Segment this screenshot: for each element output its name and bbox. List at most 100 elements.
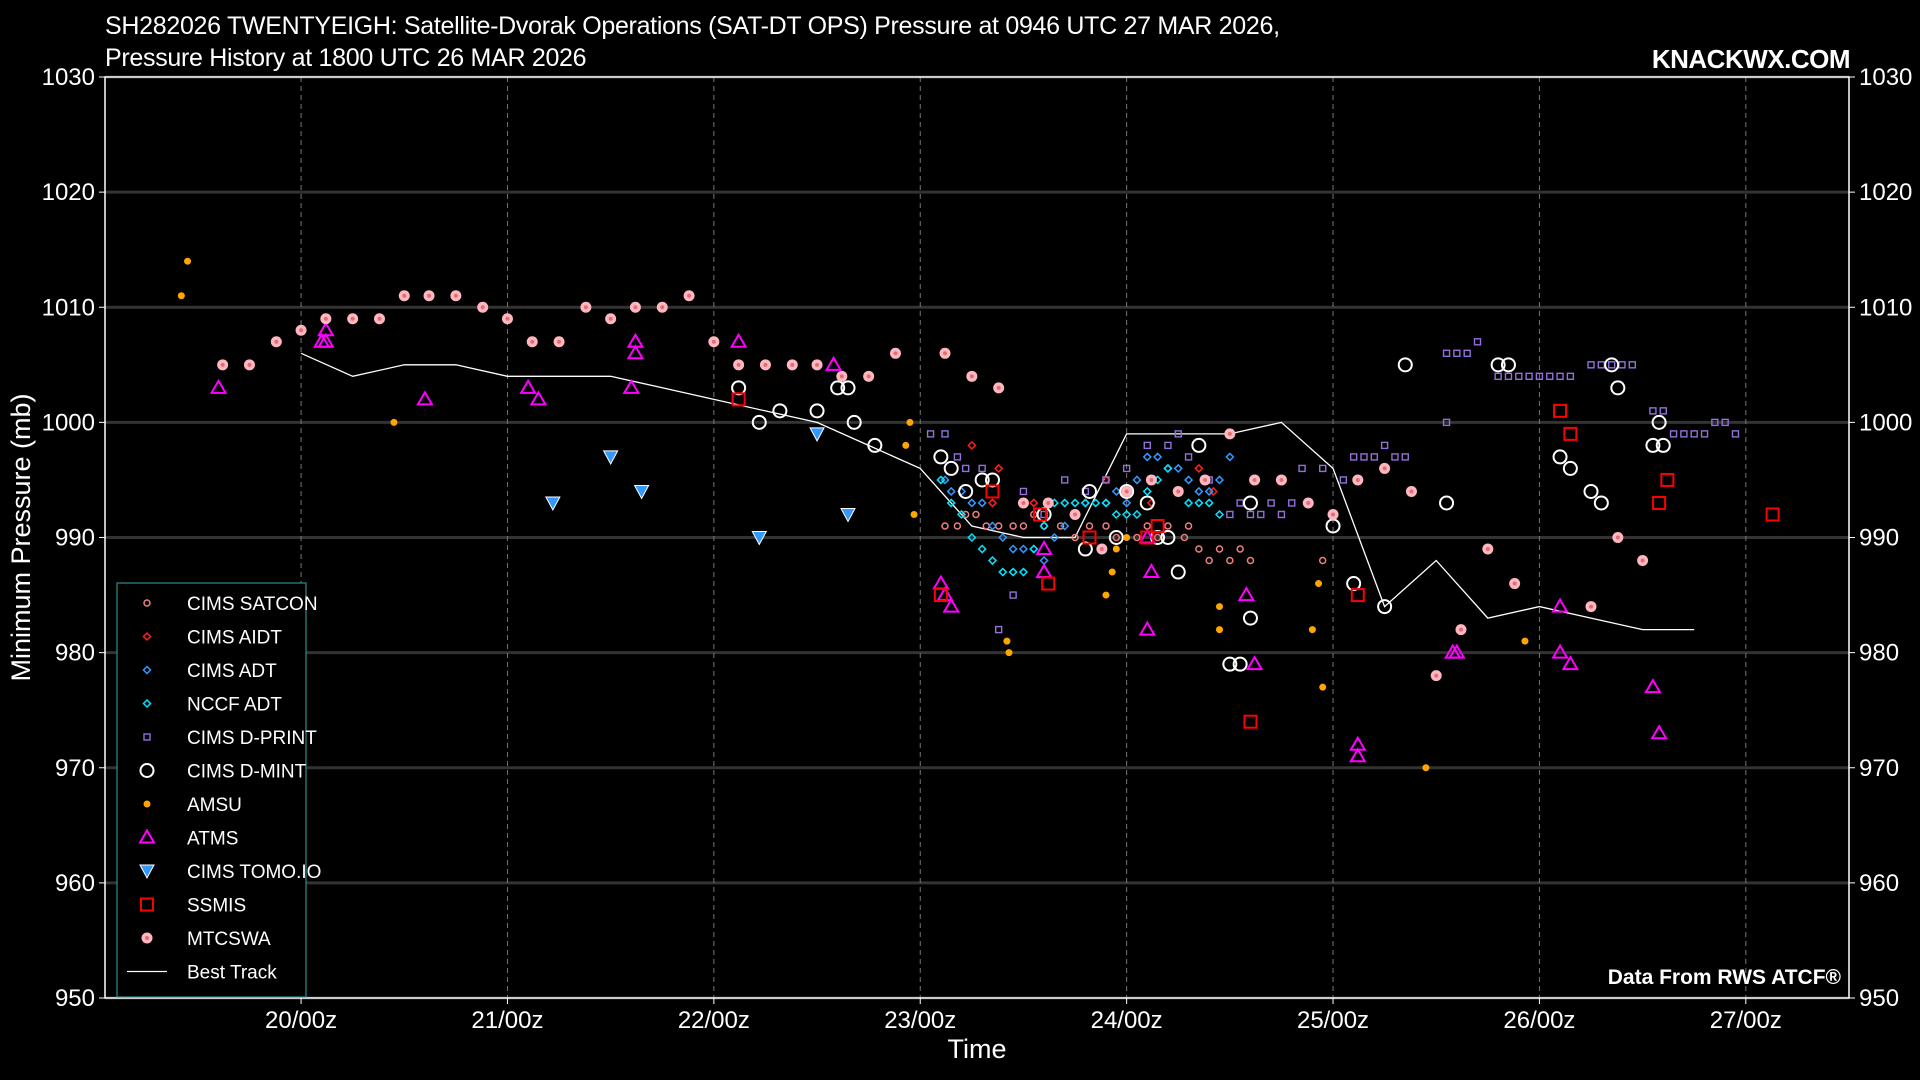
point-mtcswa	[1069, 508, 1081, 520]
best-track-line	[300, 352, 1695, 631]
legend-marker	[139, 864, 155, 880]
x-tick-label: 21/00z	[471, 1007, 543, 1034]
point-cims-d-print	[1246, 510, 1255, 519]
point-ssmis	[1140, 530, 1155, 545]
point-mtcswa	[1249, 474, 1261, 486]
point-atms	[1142, 563, 1161, 579]
point-mtcswa	[1327, 508, 1339, 520]
point-cims-d-print	[1184, 453, 1193, 461]
point-cims-satcon	[941, 522, 949, 530]
point-cims-d-mint	[1562, 460, 1578, 476]
legend-marker	[143, 733, 151, 741]
point-nccf-adt	[998, 567, 1008, 577]
point-cims-d-print	[1442, 349, 1451, 357]
point-mtcswa	[733, 359, 745, 371]
point-cims-d-print	[926, 430, 935, 438]
point-cims-tomo-io	[602, 450, 619, 465]
point-cims-d-mint	[974, 472, 990, 488]
point-cims-adt	[1060, 521, 1070, 531]
point-mtcswa	[320, 313, 332, 325]
point-cims-d-print	[1143, 441, 1151, 450]
point-nccf-adt	[1122, 509, 1132, 520]
y-tick-label: 1030	[42, 64, 95, 91]
point-mtcswa	[1405, 485, 1417, 497]
point-cims-adt	[1111, 486, 1121, 497]
point-atms	[1644, 678, 1662, 694]
point-cims-d-mint	[830, 380, 846, 396]
point-cims-d-mint	[1397, 357, 1413, 373]
point-cims-d-print	[1535, 372, 1544, 381]
point-atms	[626, 332, 645, 348]
point-cims-d-mint	[1191, 437, 1207, 453]
point-atms	[729, 332, 748, 348]
point-cims-d-mint	[1036, 506, 1052, 522]
point-ssmis	[731, 392, 746, 407]
point-atms	[1448, 643, 1466, 659]
y-tick-label-right: 1020	[1859, 179, 1912, 206]
y-tick-label: 990	[55, 525, 95, 552]
brand-logo-text: KNACKWX.COM	[1651, 44, 1851, 74]
point-mtcswa	[1199, 474, 1211, 486]
point-cims-d-print	[1473, 338, 1482, 346]
y-tick-label-right: 970	[1859, 755, 1899, 782]
grid-layer	[105, 75, 1849, 1000]
point-atms	[1035, 563, 1053, 579]
point-cims-d-print	[1391, 453, 1399, 461]
point-mtcswa	[1017, 497, 1029, 509]
legend-label: SSMIS	[187, 896, 246, 917]
point-cims-d-print	[1494, 372, 1502, 381]
legend-label: CIMS TOMO.IO	[187, 862, 321, 883]
point-nccf-adt	[1080, 498, 1090, 508]
point-nccf-adt	[1132, 509, 1142, 520]
point-amsu	[1216, 626, 1224, 634]
point-cims-d-mint	[867, 437, 883, 453]
point-cims-satcon	[1019, 522, 1028, 530]
legend-marker	[143, 800, 151, 808]
point-amsu	[177, 292, 185, 300]
point-cims-d-mint	[958, 483, 974, 499]
point-amsu	[1319, 683, 1327, 691]
point-cims-d-print	[1401, 453, 1409, 461]
point-nccf-adt	[946, 498, 956, 508]
point-ssmis	[1041, 576, 1056, 591]
point-mtcswa	[656, 301, 668, 313]
point-atms	[1245, 655, 1264, 671]
point-nccf-adt	[977, 544, 987, 554]
point-atms	[416, 390, 434, 406]
y-tick-label: 970	[55, 755, 95, 782]
legend-label: AMSU	[187, 795, 242, 816]
point-amsu	[184, 257, 192, 265]
point-cims-tomo-io	[751, 531, 768, 546]
point-cims-d-print	[941, 430, 949, 438]
legend-label: Best Track	[187, 963, 277, 984]
point-amsu	[1123, 534, 1131, 541]
point-ssmis	[1150, 518, 1165, 533]
point-mtcswa	[863, 370, 875, 382]
point-cims-d-print	[1556, 372, 1564, 381]
point-cims-d-mint	[1160, 530, 1176, 545]
point-cims-d-mint	[1655, 437, 1671, 453]
point-nccf-adt	[1060, 498, 1070, 508]
point-atms	[1237, 586, 1256, 602]
x-tick-label: 20/00z	[265, 1007, 337, 1034]
point-cims-d-print	[1339, 476, 1348, 484]
point-cims-d-print	[953, 453, 962, 461]
y-tick-label-right: 980	[1859, 640, 1899, 667]
y-tick-label: 960	[55, 870, 95, 897]
point-amsu	[1005, 649, 1013, 657]
point-cims-adt	[1049, 532, 1059, 543]
point-nccf-adt	[1183, 498, 1194, 508]
point-cims-d-mint	[1232, 656, 1248, 672]
point-mtcswa	[526, 336, 538, 348]
point-cims-d-print	[1380, 441, 1389, 450]
point-mtcswa	[1430, 670, 1442, 682]
chart-title: SH282026 TWENTYEIGH: Satellite-Dvorak Op…	[105, 10, 1280, 74]
point-mtcswa	[1275, 474, 1287, 486]
point-atms	[622, 378, 641, 394]
point-mtcswa	[295, 324, 307, 336]
point-amsu	[902, 441, 910, 449]
point-mtcswa	[1585, 601, 1597, 613]
point-cims-satcon	[1071, 533, 1079, 542]
point-cims-d-mint	[1610, 380, 1626, 396]
